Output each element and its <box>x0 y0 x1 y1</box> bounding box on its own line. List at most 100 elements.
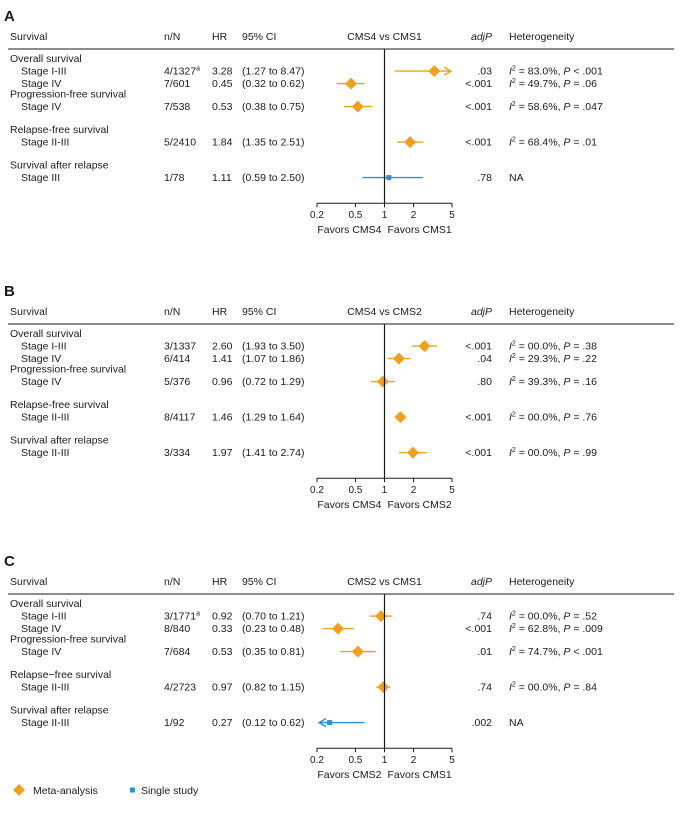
x-tick-label: 5 <box>449 755 455 766</box>
column-header-ci: 95% CI <box>242 31 276 43</box>
i-squared-value: = 49.7%, <box>516 78 564 90</box>
i-squared-value: = 58.6%, <box>516 101 564 113</box>
p-symbol: P <box>563 646 570 658</box>
hazard-ratio: 0.92 <box>212 611 233 623</box>
i-squared-symbol: I <box>509 78 512 90</box>
stage-label: Stage IV <box>21 101 61 113</box>
p-symbol: P <box>563 611 570 623</box>
x-tick-label: 0.5 <box>348 210 362 221</box>
p-symbol: P <box>563 341 570 353</box>
adjusted-p-value: <.001 <box>465 623 492 635</box>
study-count: 8/840 <box>164 623 190 635</box>
comparison-label: CMS4 vs CMS2 <box>347 306 422 318</box>
confidence-interval: (0.35 to 0.81) <box>242 646 304 658</box>
adjusted-p-value: <.001 <box>465 412 492 424</box>
heterogeneity-value: I2 = 58.6%, P = .047 <box>509 101 603 113</box>
heterogeneity-value: I2 = 62.8%, P = .009 <box>509 623 603 635</box>
panel-c: C Survival n/N HR 95% CI CMS2 vs CMS1 adjP Hete… <box>4 553 674 781</box>
x-tick-label: 2 <box>411 485 417 496</box>
study-count: 3/334 <box>164 447 190 459</box>
i-squared-symbol: I <box>509 412 512 424</box>
confidence-interval: (0.38 to 0.75) <box>242 101 304 113</box>
comparison-label: CMS4 vs CMS1 <box>347 31 422 43</box>
heterogeneity-value: I2 = 00.0%, P = .52 <box>509 611 597 623</box>
study-count: 1/78 <box>164 172 185 184</box>
i-squared-value: = 74.7%, <box>516 646 564 658</box>
panel-letter: A <box>4 8 15 25</box>
heterogeneity-p-value: = .01 <box>570 137 597 149</box>
outcome-group-label: Progression-free survival <box>10 89 126 101</box>
column-header-ci: 95% CI <box>242 306 276 318</box>
stage-label: Stage II-III <box>21 412 69 424</box>
p-symbol: P <box>563 682 570 694</box>
adjusted-p-value: .01 <box>477 646 492 658</box>
adjusted-p-value: .74 <box>477 611 492 623</box>
study-count: 3/1771a <box>164 611 200 623</box>
x-tick-label: 0.5 <box>348 485 362 496</box>
footnote-mark: a <box>196 611 200 618</box>
i-squared-symbol: I <box>509 101 512 113</box>
legend-meta-analysis-label: Meta-analysis <box>33 785 98 797</box>
i-squared-value: = 00.0%, <box>516 682 564 694</box>
p-symbol: P <box>563 66 570 78</box>
stage-label: Stage IV <box>21 623 61 635</box>
study-count: 6/414 <box>164 353 190 365</box>
hazard-ratio: 0.33 <box>212 623 233 635</box>
heterogeneity-p-value: = .99 <box>570 447 597 459</box>
i-squared-value: = 00.0%, <box>516 341 564 353</box>
favors-right-label: Favors CMS2 <box>388 499 452 511</box>
x-tick-label: 1 <box>382 755 388 766</box>
ci-arrow-right <box>443 66 453 76</box>
i-squared-superscript: 2 <box>512 412 516 419</box>
study-count: 5/2410 <box>164 137 196 149</box>
heterogeneity-p-value: = .16 <box>570 376 597 388</box>
column-header-adjp: adjP <box>471 31 492 43</box>
column-header-heterogeneity: Heterogeneity <box>509 31 575 43</box>
confidence-interval: (0.12 to 0.62) <box>242 717 304 729</box>
adjusted-p-value: .03 <box>477 66 492 78</box>
hazard-ratio: 0.45 <box>212 78 233 90</box>
confidence-interval: (0.82 to 1.15) <box>242 682 304 694</box>
ci-arrow-left <box>317 717 327 728</box>
legend-diamond-icon <box>13 784 25 796</box>
i-squared-superscript: 2 <box>512 646 516 653</box>
i-squared-symbol: I <box>509 623 512 635</box>
hazard-ratio: 3.28 <box>212 66 233 78</box>
x-tick-label: 2 <box>411 210 417 221</box>
stage-label: Stage IV <box>21 646 61 658</box>
x-tick-label: 1 <box>382 485 388 496</box>
heterogeneity-value: I2 = 49.7%, P = .06 <box>509 78 597 90</box>
confidence-interval: (0.59 to 2.50) <box>242 172 304 184</box>
study-count: 8/4117 <box>164 412 195 424</box>
adjusted-p-value: <.001 <box>465 447 492 459</box>
column-header-heterogeneity: Heterogeneity <box>509 306 575 318</box>
stage-label: Stage IV <box>21 353 61 365</box>
column-header-hr: HR <box>212 576 228 588</box>
confidence-interval: (0.23 to 0.48) <box>242 623 304 635</box>
outcome-group-label: Overall survival <box>10 328 82 340</box>
i-squared-value: = 00.0%, <box>516 611 564 623</box>
outcome-group-label: Relapse-free survival <box>10 399 109 411</box>
meta-analysis-diamond <box>351 645 364 658</box>
stage-label: Stage I-III <box>21 611 67 623</box>
i-squared-symbol: I <box>509 341 512 353</box>
outcome-group-label: Survival after relapse <box>10 705 109 717</box>
study-count: 3/1337 <box>164 341 196 353</box>
meta-analysis-diamond <box>332 622 345 635</box>
adjusted-p-value: <.001 <box>465 137 492 149</box>
column-header-hr: HR <box>212 306 228 318</box>
column-header-heterogeneity: Heterogeneity <box>509 576 575 588</box>
hazard-ratio: 1.97 <box>212 447 233 459</box>
stage-label: Stage IV <box>21 78 61 90</box>
adjusted-p-value: .78 <box>477 172 492 184</box>
hazard-ratio: 0.96 <box>212 376 233 388</box>
study-count: 7/538 <box>164 101 190 113</box>
x-tick-label: 5 <box>449 485 455 496</box>
i-squared-symbol: I <box>509 353 512 365</box>
i-squared-superscript: 2 <box>512 353 516 360</box>
study-count: 5/376 <box>164 376 190 388</box>
outcome-group-label: Survival after relapse <box>10 435 109 447</box>
hazard-ratio: 0.53 <box>212 646 233 658</box>
i-squared-superscript: 2 <box>512 101 516 108</box>
favors-left-label: Favors CMS4 <box>317 224 381 236</box>
